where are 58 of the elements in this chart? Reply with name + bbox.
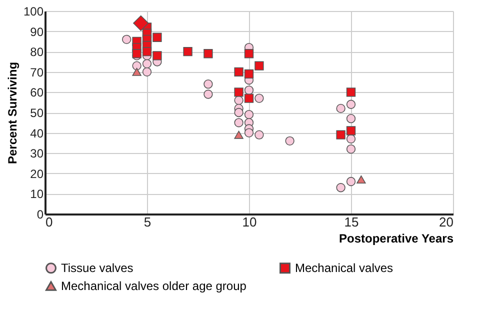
y-tick-label: 90 [30,24,44,39]
point [244,49,254,58]
point [142,47,152,56]
point [285,136,294,146]
point [244,69,254,79]
point [254,130,264,140]
point [356,175,366,184]
x-axis-title: Postoperative Years [338,232,454,246]
point [142,59,152,68]
point [234,88,244,97]
point [234,108,244,118]
point [234,67,244,76]
x-tick-label: 15 [344,214,359,230]
point [133,15,149,31]
point [336,104,346,114]
point [346,88,356,97]
point [132,61,142,70]
point [346,114,356,124]
point [152,32,162,42]
y-tick-label: 50 [30,106,44,120]
point [346,176,356,186]
y-tick-label: 100 [23,4,44,18]
point [346,134,356,144]
point [132,68,142,76]
point [244,128,254,138]
y-tick-label: 60 [30,86,44,100]
legend-label: Mechanical valves [295,261,394,276]
y-tick-label: 10 [30,187,44,202]
point [234,118,244,128]
x-tick-label: 5 [144,214,152,230]
point [254,94,264,103]
y-tick-label: 40 [30,126,44,140]
y-tick-label: 20 [30,166,44,181]
point [204,49,213,58]
point [234,130,244,139]
point [244,86,254,95]
point [346,144,356,154]
y-tick-label: 80 [30,45,44,60]
x-tick-label: 10 [242,214,257,230]
point [204,80,213,89]
point [346,126,356,136]
y-tick-label: 70 [30,65,44,80]
y-tick-label: 30 [30,146,44,161]
point [142,67,152,76]
point [244,94,254,103]
legend-label: Mechanical valves older age group [61,279,247,293]
point [183,47,192,56]
point [336,183,346,192]
point [152,51,162,60]
point [336,130,346,140]
point [346,100,356,109]
point [254,61,264,70]
point [204,90,213,99]
x-tick-label: 20 [439,214,454,230]
legend-label: Tissue valves [61,261,134,276]
point [244,110,254,120]
y-axis-title: Percent Surviving [5,62,20,164]
point [122,34,132,44]
